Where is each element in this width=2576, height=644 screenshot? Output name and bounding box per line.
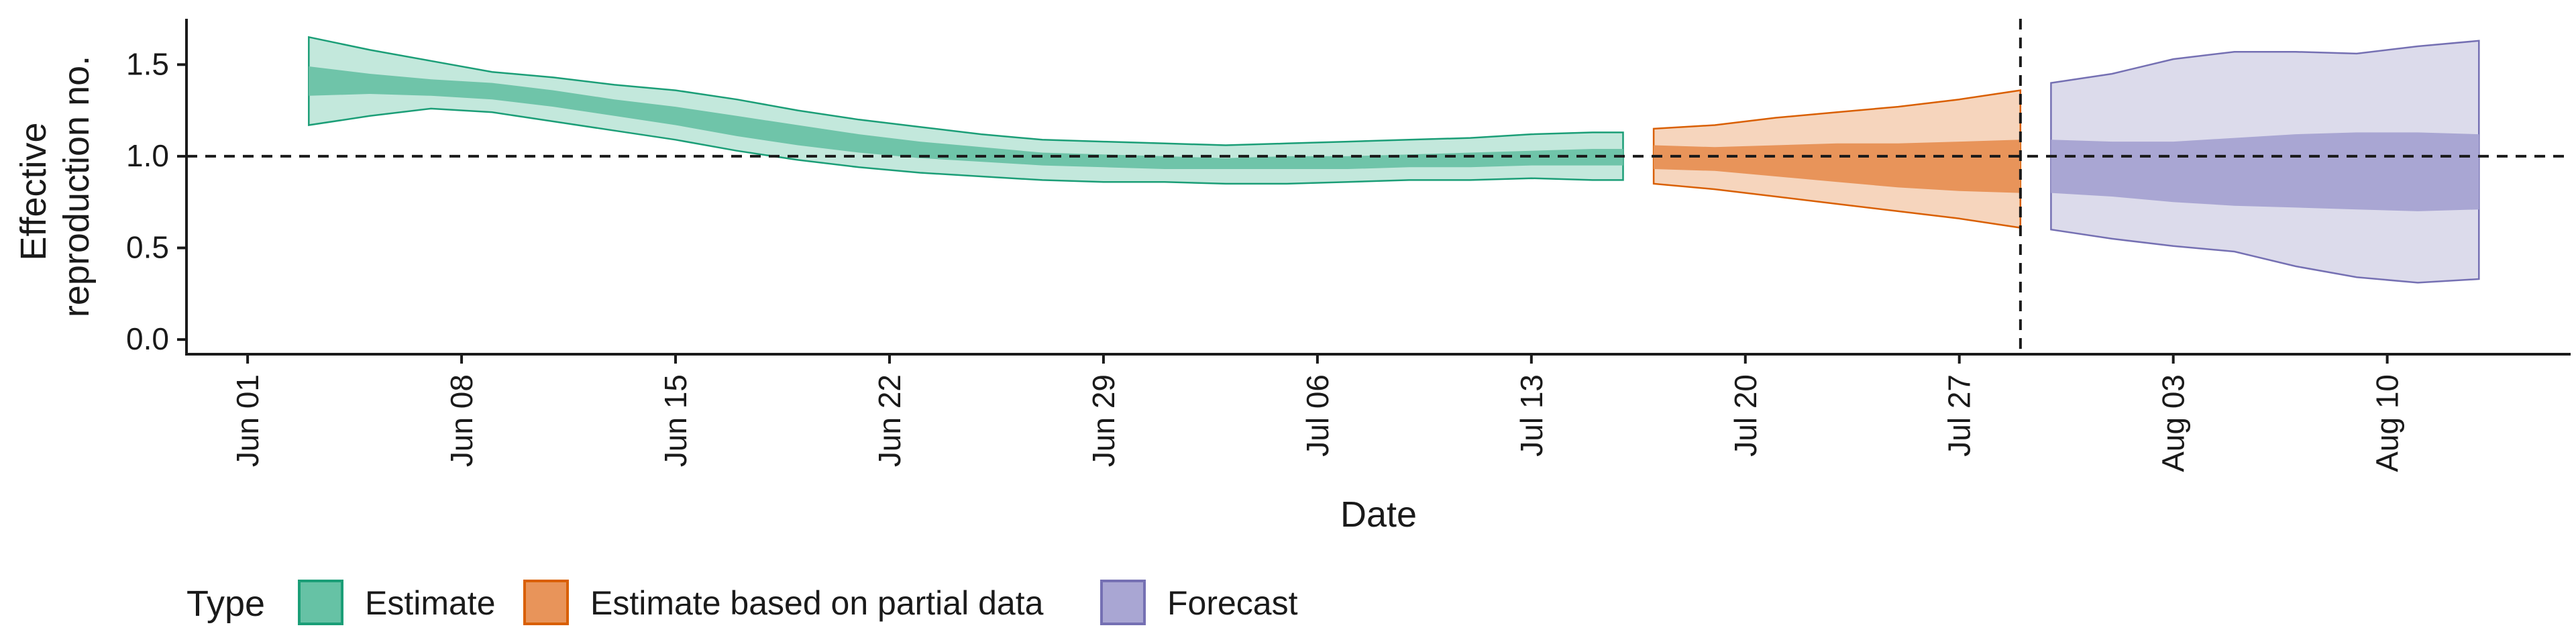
- legend-label-estimate-based-on-partial-data: Estimate based on partial data: [590, 584, 1044, 622]
- x-tick-label: Jun 01: [230, 374, 265, 467]
- y-tick-label: 1.0: [126, 138, 169, 173]
- x-tick-label: Jun 22: [872, 374, 907, 467]
- y-tick-label: 0.5: [126, 230, 169, 265]
- y-tick-label: 1.5: [126, 46, 169, 81]
- estimate-inner-band: [309, 66, 1623, 169]
- x-tick-label: Jun 08: [444, 374, 479, 467]
- y-axis-title: Effective reproduction no.: [13, 56, 97, 317]
- bands-layer: [308, 36, 2480, 284]
- y-tick-label: 0.0: [126, 321, 169, 356]
- estimate-based-on-partial-data-inner-band: [1654, 140, 2021, 193]
- legend-items: Estimate Estimate based on partial data Fo…: [298, 580, 1298, 625]
- legend-key-forecast: [1100, 580, 1146, 625]
- legend-key-estimate-based-on-partial-data: [523, 580, 569, 625]
- legend-title: Type: [186, 584, 265, 624]
- x-tick-label: Jul 27: [1942, 374, 1977, 457]
- x-axis: Jun 01 Jun 08 Jun 15 Jun 22 Jun 29 Jul 06 Jul …: [185, 353, 2571, 472]
- x-axis-title: Date: [1340, 494, 1417, 535]
- legend-item-estimate-based-on-partial-data: Estimate based on partial data: [523, 580, 1044, 625]
- x-tick-label: Aug 03: [2156, 374, 2191, 472]
- legend-item-forecast: Forecast: [1100, 580, 1298, 625]
- forecast-inner-band: [2051, 132, 2479, 211]
- x-tick-label: Jul 13: [1514, 374, 1549, 457]
- y-axis: 0.0 0.5 1.0 1.5: [126, 19, 188, 356]
- x-tick-label: Jul 20: [1728, 374, 1763, 457]
- estimate-outer-band: [308, 36, 1624, 185]
- plot-area: [186, 19, 2571, 354]
- x-tick-label: Jul 06: [1300, 374, 1335, 457]
- y-axis-title-line-2: reproduction no.: [56, 56, 97, 317]
- x-tick-label: Jun 29: [1086, 374, 1121, 467]
- legend-label-estimate: Estimate: [365, 584, 496, 622]
- legend-label-forecast: Forecast: [1167, 584, 1298, 622]
- legend: Type Estimate Estimate based on partial d…: [186, 580, 1298, 625]
- legend-item-estimate: Estimate: [298, 580, 496, 625]
- x-tick-label: Jun 15: [658, 374, 693, 467]
- y-axis-title-line-1: Effective: [13, 122, 54, 260]
- legend-key-estimate: [298, 580, 343, 625]
- x-tick-label: Aug 10: [2370, 374, 2405, 472]
- x-ticks: Jun 01 Jun 08 Jun 15 Jun 22 Jun 29 Jul 06 Jul …: [230, 354, 2405, 472]
- y-ticks: 0.0 0.5 1.0 1.5: [126, 46, 186, 356]
